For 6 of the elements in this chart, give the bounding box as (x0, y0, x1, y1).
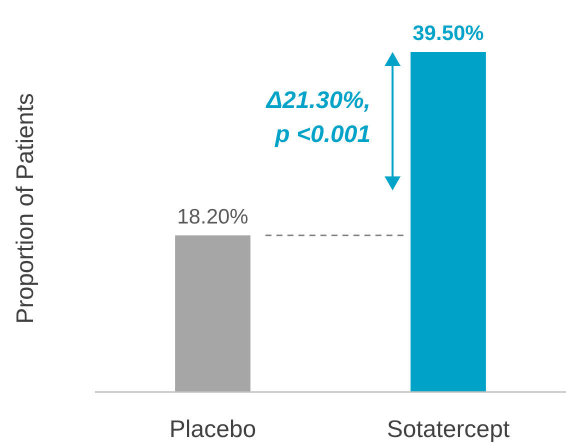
y-axis-title: Proportion of Patients (12, 93, 39, 324)
x-tick-label: Placebo (169, 416, 256, 443)
annotation: Δ21.30%, p <0.001 (265, 87, 371, 148)
data-label: 18.20% (177, 205, 248, 228)
x-tick-label: Sotatercept (386, 416, 510, 443)
data-label: 39.50% (412, 22, 484, 45)
